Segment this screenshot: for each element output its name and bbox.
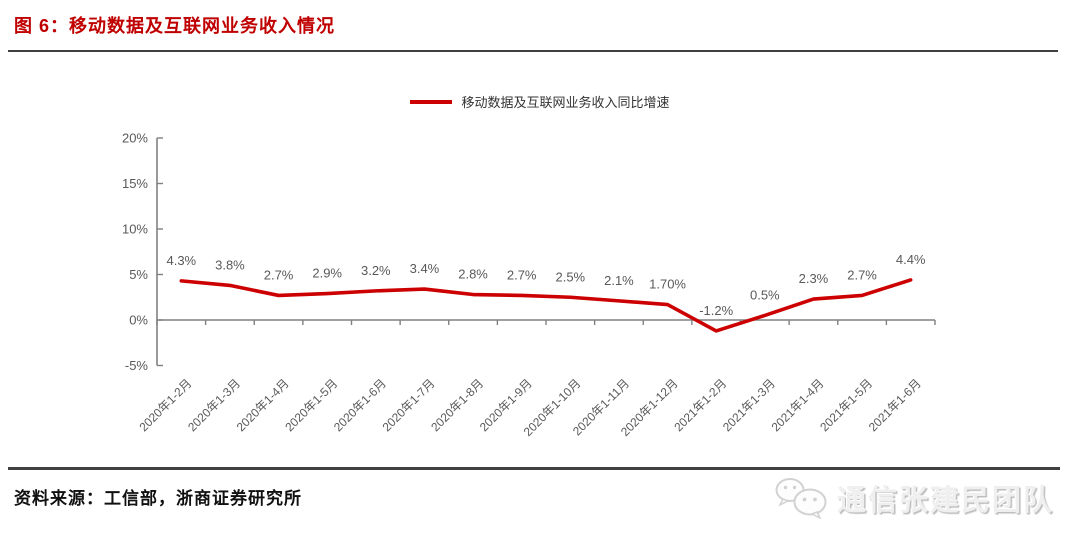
svg-text:2021年1-6月: 2021年1-6月 xyxy=(866,376,924,434)
svg-text:4.3%: 4.3% xyxy=(166,253,196,268)
figure-title: 图 6：移动数据及互联网业务收入情况 xyxy=(14,16,336,36)
chart-legend: 移动数据及互联网业务收入同比增速 xyxy=(0,92,1080,111)
svg-text:2.3%: 2.3% xyxy=(799,271,829,286)
svg-text:2.9%: 2.9% xyxy=(312,266,342,281)
svg-text:0.5%: 0.5% xyxy=(750,287,780,302)
data-source-text: 资料来源：工信部，浙商证券研究所 xyxy=(14,489,302,509)
svg-text:1.70%: 1.70% xyxy=(649,277,686,292)
svg-text:2.5%: 2.5% xyxy=(555,269,585,284)
svg-text:-1.2%: -1.2% xyxy=(699,303,733,318)
team-watermark: 通信张建民团队 xyxy=(773,477,1054,519)
svg-text:20%: 20% xyxy=(122,131,148,146)
watermark-text: 通信张建民团队 xyxy=(836,485,1054,517)
svg-text:-5%: -5% xyxy=(125,358,149,373)
svg-text:3.2%: 3.2% xyxy=(361,263,391,278)
title-divider xyxy=(8,50,1058,52)
svg-text:5%: 5% xyxy=(129,267,148,282)
svg-text:10%: 10% xyxy=(122,222,148,237)
svg-text:2.1%: 2.1% xyxy=(604,273,634,288)
svg-text:0%: 0% xyxy=(129,313,148,328)
svg-text:2.7%: 2.7% xyxy=(507,267,537,282)
legend-series-label: 移动数据及互联网业务收入同比增速 xyxy=(461,95,670,110)
revenue-growth-line-chart: -5% 0% 5% 10% 15% 20% 4.3% 3.8% 2.7% 2.9% 3.2% 3.4%… xyxy=(122,131,936,439)
svg-text:2.7%: 2.7% xyxy=(847,267,877,282)
chart-area: -5% 0% 5% 10% 15% 20% 4.3% 3.8% 2.7% 2.9% 3.2% 3.4%… xyxy=(0,118,1080,463)
svg-text:4.4%: 4.4% xyxy=(896,252,926,267)
svg-text:15%: 15% xyxy=(122,176,148,191)
svg-text:2.7%: 2.7% xyxy=(264,267,294,282)
wechat-icon xyxy=(775,478,827,519)
footer-divider xyxy=(8,467,1060,470)
svg-text:2.8%: 2.8% xyxy=(458,267,488,282)
svg-text:3.4%: 3.4% xyxy=(410,261,440,276)
svg-text:3.8%: 3.8% xyxy=(215,257,245,272)
legend-line-swatch xyxy=(410,99,453,104)
